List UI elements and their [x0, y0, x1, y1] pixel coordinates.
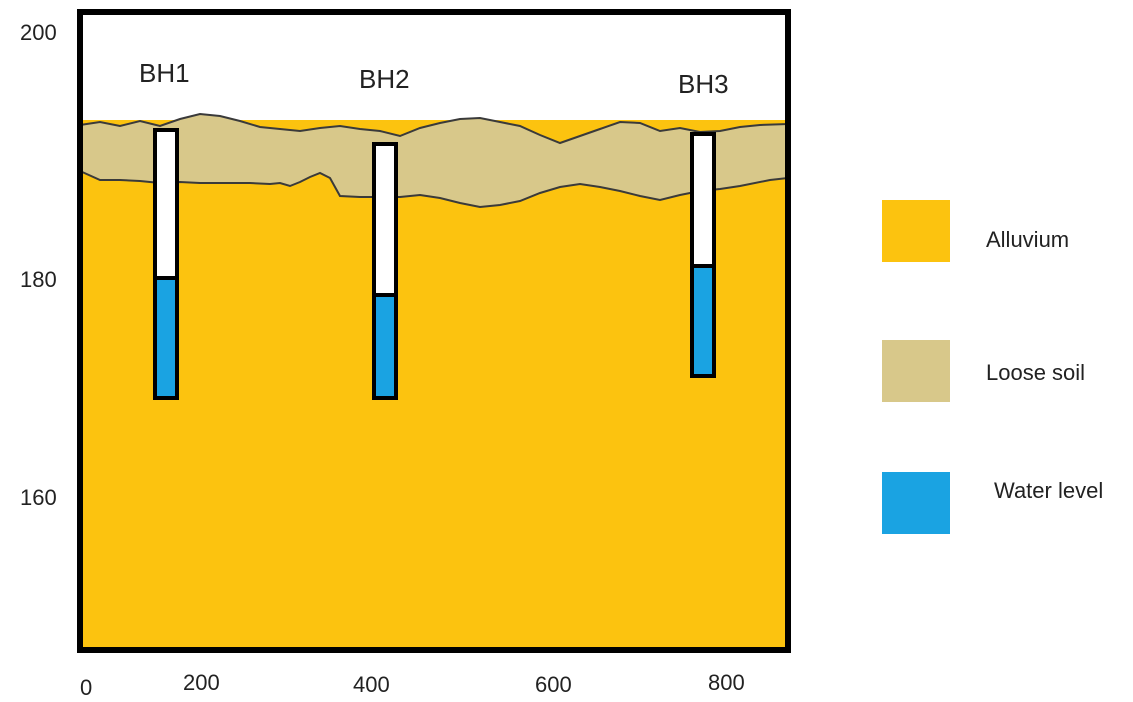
loose-soil-layer [79, 112, 789, 209]
water-column [155, 278, 177, 398]
legend-item-loose-soil: Loose soil [880, 340, 1133, 410]
borehole-casing [155, 130, 177, 278]
alluvium-swatch [882, 200, 950, 262]
borehole-label-bh3: BH3 [678, 69, 729, 99]
legend-item-alluvium: Alluvium [880, 198, 1133, 268]
legend-item-water-level: Water level [880, 468, 1133, 538]
x-tick-label: 0 [80, 675, 92, 700]
borehole-label-bh1: BH1 [139, 58, 190, 88]
x-tick-label: 600 [535, 672, 572, 697]
x-tick-label: 200 [183, 670, 220, 695]
water-level-swatch [882, 472, 950, 534]
water-column [374, 295, 396, 398]
borehole-bh1 [153, 128, 179, 400]
borehole-outline [372, 142, 398, 400]
borehole-casing [692, 134, 714, 266]
water-column [692, 266, 714, 376]
legend-label: Water level [994, 478, 1104, 503]
borehole-bh3 [690, 132, 716, 378]
chart-frame [77, 9, 791, 653]
y-tick-label: 160 [20, 485, 57, 510]
loose-soil-swatch [882, 340, 950, 402]
borehole-bh2 [372, 142, 398, 400]
legend-label: Alluvium [986, 227, 1070, 252]
borehole-casing [374, 144, 396, 295]
alluvium-layer [80, 120, 788, 650]
borehole-outline [690, 132, 716, 378]
y-tick-label: 200 [20, 20, 57, 45]
borehole-outline [153, 128, 179, 400]
y-tick-label: 180 [20, 267, 57, 292]
x-tick-label: 400 [353, 672, 390, 697]
borehole-label-bh2: BH2 [359, 64, 410, 94]
x-tick-label: 800 [708, 670, 745, 695]
legend-label: Loose soil [986, 360, 1086, 385]
